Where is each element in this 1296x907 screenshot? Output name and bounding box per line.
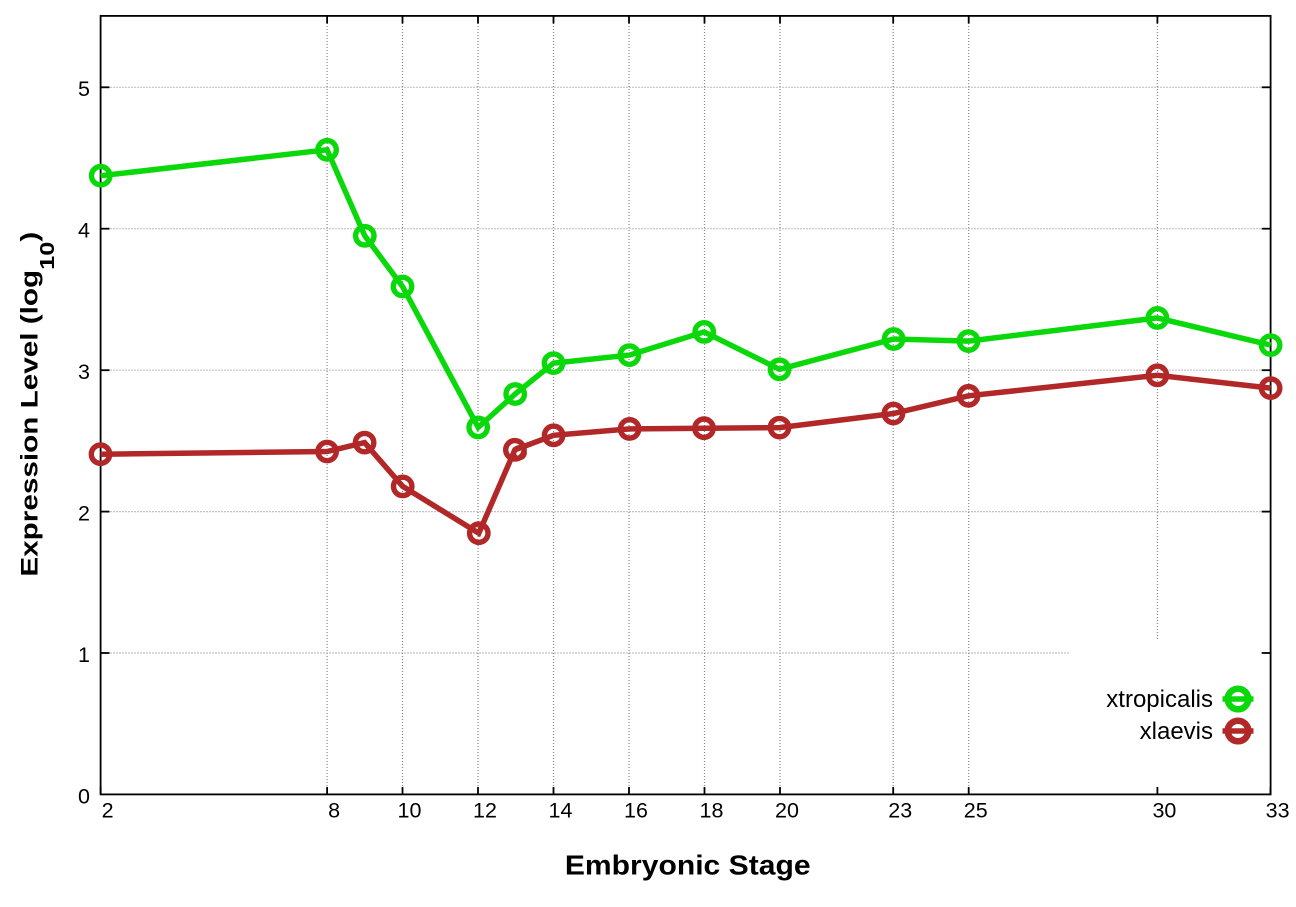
svg-text:0: 0: [78, 784, 90, 808]
svg-text:2: 2: [102, 799, 114, 823]
svg-text:4: 4: [78, 219, 90, 243]
svg-text:14: 14: [549, 799, 573, 823]
svg-text:30: 30: [1152, 799, 1176, 823]
svg-text:33: 33: [1266, 799, 1290, 823]
svg-text:5: 5: [78, 77, 90, 101]
svg-text:16: 16: [624, 799, 648, 823]
svg-text:23: 23: [888, 799, 912, 823]
svg-text:20: 20: [775, 799, 799, 823]
svg-text:3: 3: [78, 360, 90, 384]
svg-text:Embryonic Stage: Embryonic Stage: [565, 851, 811, 882]
svg-text:1: 1: [78, 643, 90, 667]
svg-text:12: 12: [473, 799, 497, 823]
svg-text:10: 10: [398, 799, 422, 823]
svg-text:xtropicalis: xtropicalis: [1106, 686, 1213, 713]
svg-text:18: 18: [700, 799, 724, 823]
svg-text:25: 25: [964, 799, 988, 823]
svg-text:xlaevis: xlaevis: [1140, 718, 1213, 745]
svg-text:2: 2: [78, 501, 90, 525]
svg-text:8: 8: [328, 799, 340, 823]
